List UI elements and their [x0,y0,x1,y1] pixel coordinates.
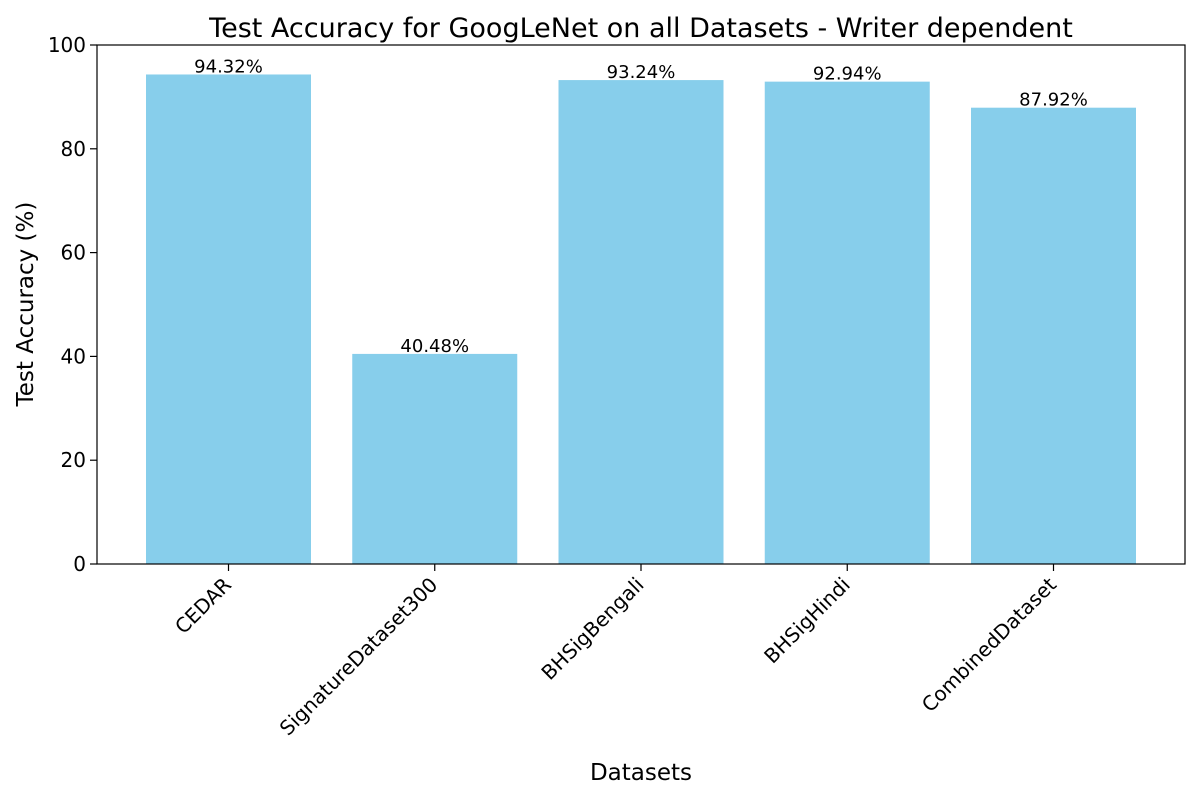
value-label-CEDAR: 94.32% [194,56,263,77]
bars-group [146,74,1136,565]
x-axis-label: Datasets [590,760,692,786]
value-label-BHSigHindi: 92.94% [813,64,882,85]
bar-CombinedDataset [971,107,1136,565]
x-tick-label-BHSigHindi: BHSigHindi [759,573,855,669]
value-label-BHSigBengali: 93.24% [607,62,676,83]
bar-BHSigHindi [764,81,930,564]
x-tick-label-BHSigBengali: BHSigBengali [536,573,648,685]
y-axis-ticks: 0 20 40 60 80 100 [48,33,97,576]
chart-title: Test Accuracy for GoogLeNet on all Datas… [208,13,1073,44]
bar-CEDAR [146,74,311,565]
y-tick-label: 40 [61,344,86,368]
x-axis-ticks: CEDAR SignatureDataset300 BHSigBengali BHSi… [170,564,1061,740]
x-tick-label-CEDAR: CEDAR [170,572,236,638]
y-tick-label: 100 [48,33,86,57]
value-label-CombinedDataset: 87.92% [1019,90,1088,111]
y-tick-label: 20 [61,448,86,472]
y-axis-label: Test Accuracy (%) [13,202,39,408]
value-label-SignatureDataset300: 40.48% [400,336,469,357]
x-tick-label-SignatureDataset300: SignatureDataset300 [275,573,443,741]
bar-SignatureDataset300 [352,353,518,564]
y-tick-label: 0 [73,552,86,576]
x-tick-label-CombinedDataset: CombinedDataset [917,572,1061,716]
y-tick-label: 80 [61,137,86,161]
value-labels-group: 94.32% 40.48% 93.24% 92.94% 87.92% [194,56,1088,356]
y-tick-label: 60 [61,241,86,265]
bar-BHSigBengali [558,80,724,564]
